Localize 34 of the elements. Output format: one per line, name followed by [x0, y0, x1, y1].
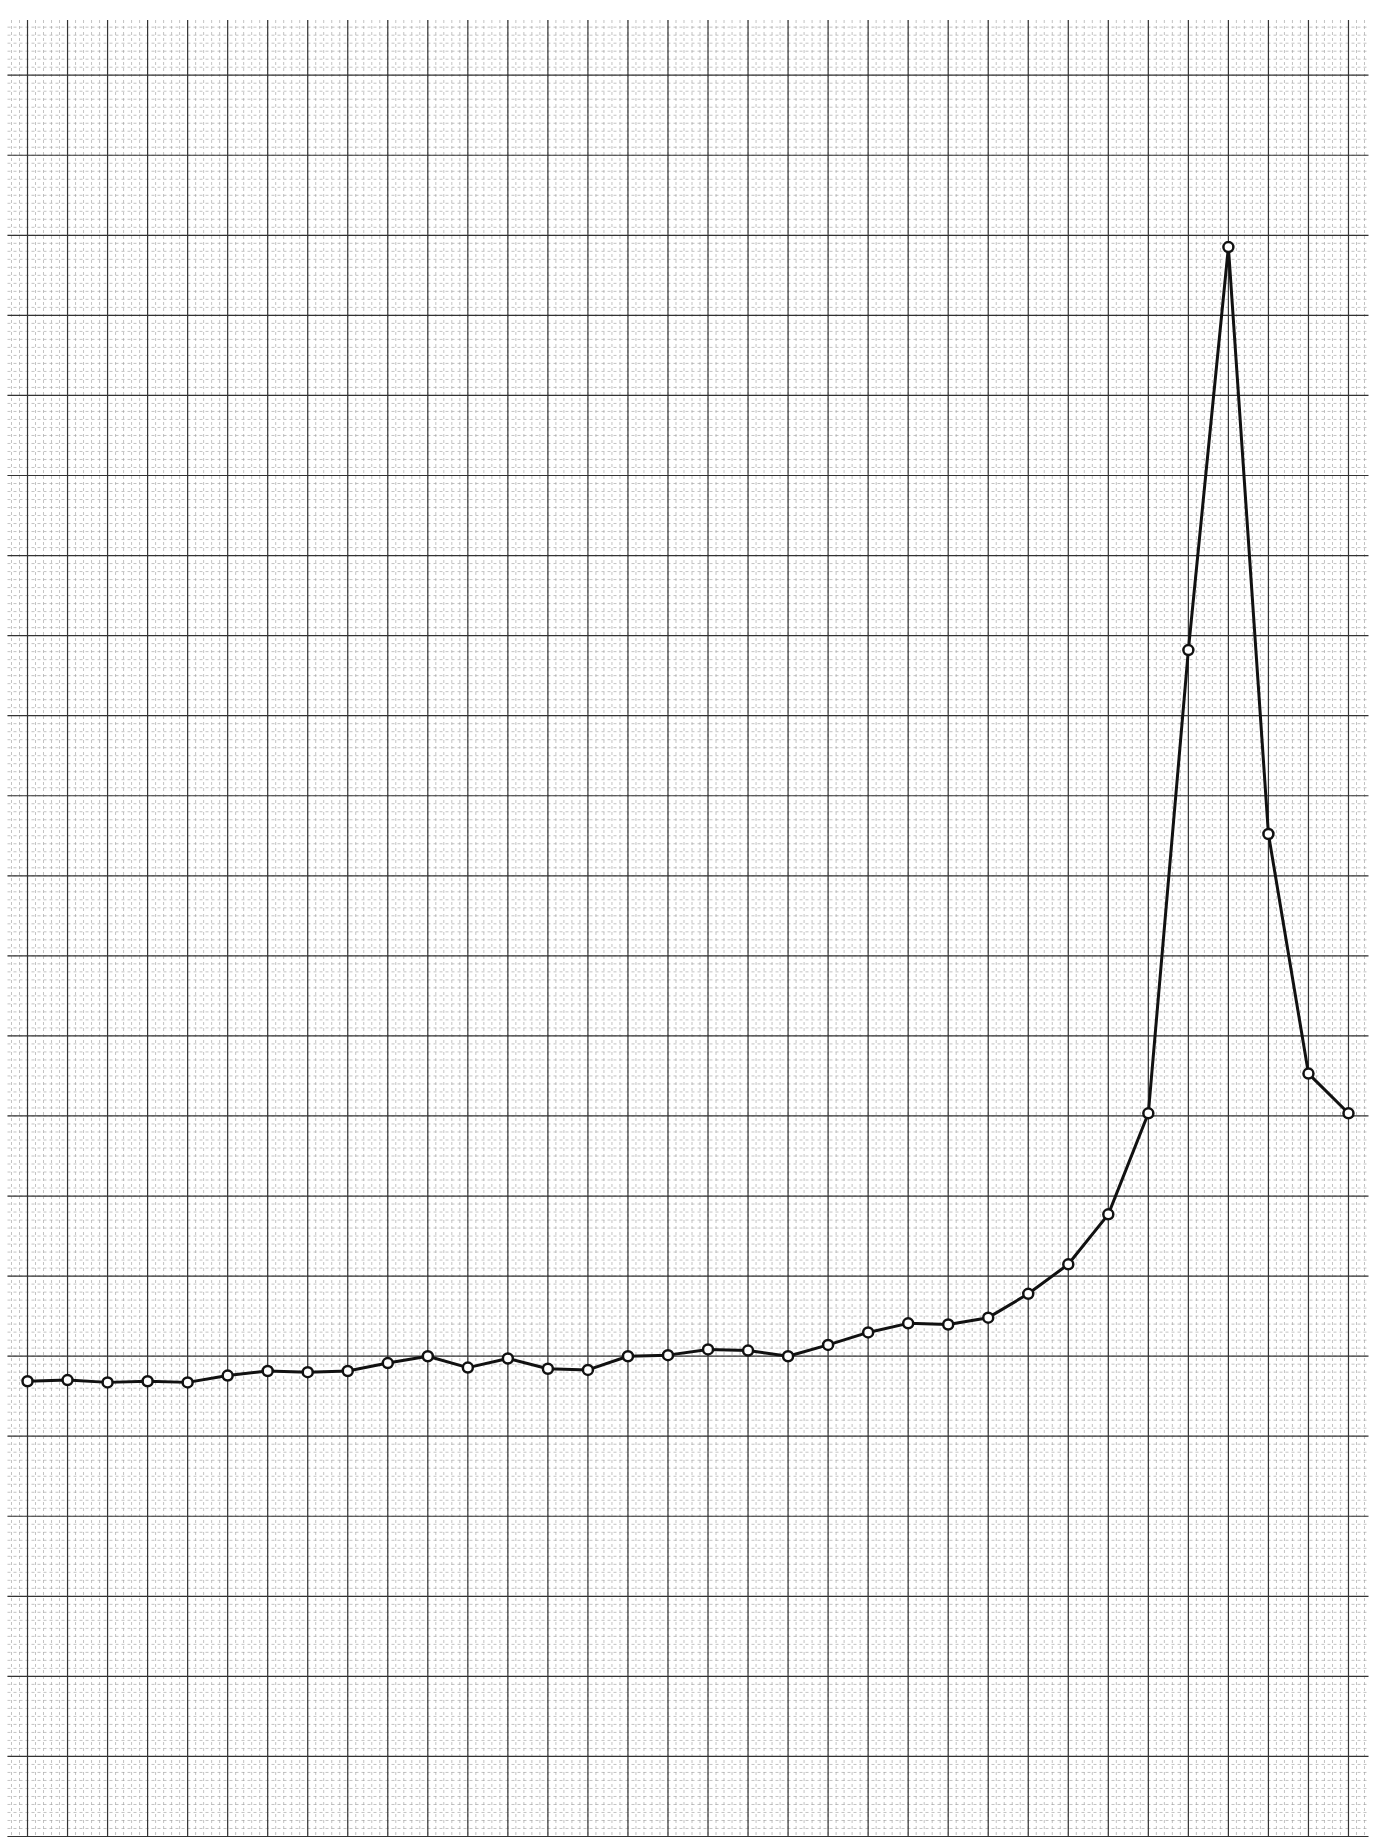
point	[181, 1376, 194, 1389]
point	[1342, 1107, 1355, 1120]
point	[701, 1343, 715, 1356]
point	[781, 1350, 795, 1363]
point	[141, 1374, 154, 1388]
point	[981, 1311, 995, 1324]
point	[741, 1344, 755, 1357]
point	[501, 1352, 515, 1365]
point	[661, 1348, 675, 1362]
point	[581, 1363, 595, 1377]
point	[301, 1365, 314, 1379]
point	[461, 1361, 475, 1374]
point	[381, 1356, 395, 1370]
point	[1102, 1208, 1115, 1221]
point	[61, 1373, 74, 1387]
point	[1142, 1107, 1155, 1120]
point	[821, 1338, 835, 1352]
point	[1182, 643, 1195, 657]
point	[1222, 240, 1235, 254]
point	[1262, 827, 1275, 841]
point	[621, 1350, 635, 1363]
point	[901, 1317, 915, 1330]
point	[941, 1318, 955, 1331]
point	[101, 1376, 114, 1389]
point	[261, 1364, 274, 1378]
point	[421, 1350, 435, 1363]
point	[1062, 1258, 1075, 1271]
point	[1022, 1287, 1035, 1301]
point	[341, 1364, 354, 1378]
point	[221, 1369, 234, 1382]
point	[861, 1326, 875, 1339]
point	[21, 1374, 34, 1388]
point	[1302, 1067, 1315, 1080]
point	[541, 1362, 555, 1375]
